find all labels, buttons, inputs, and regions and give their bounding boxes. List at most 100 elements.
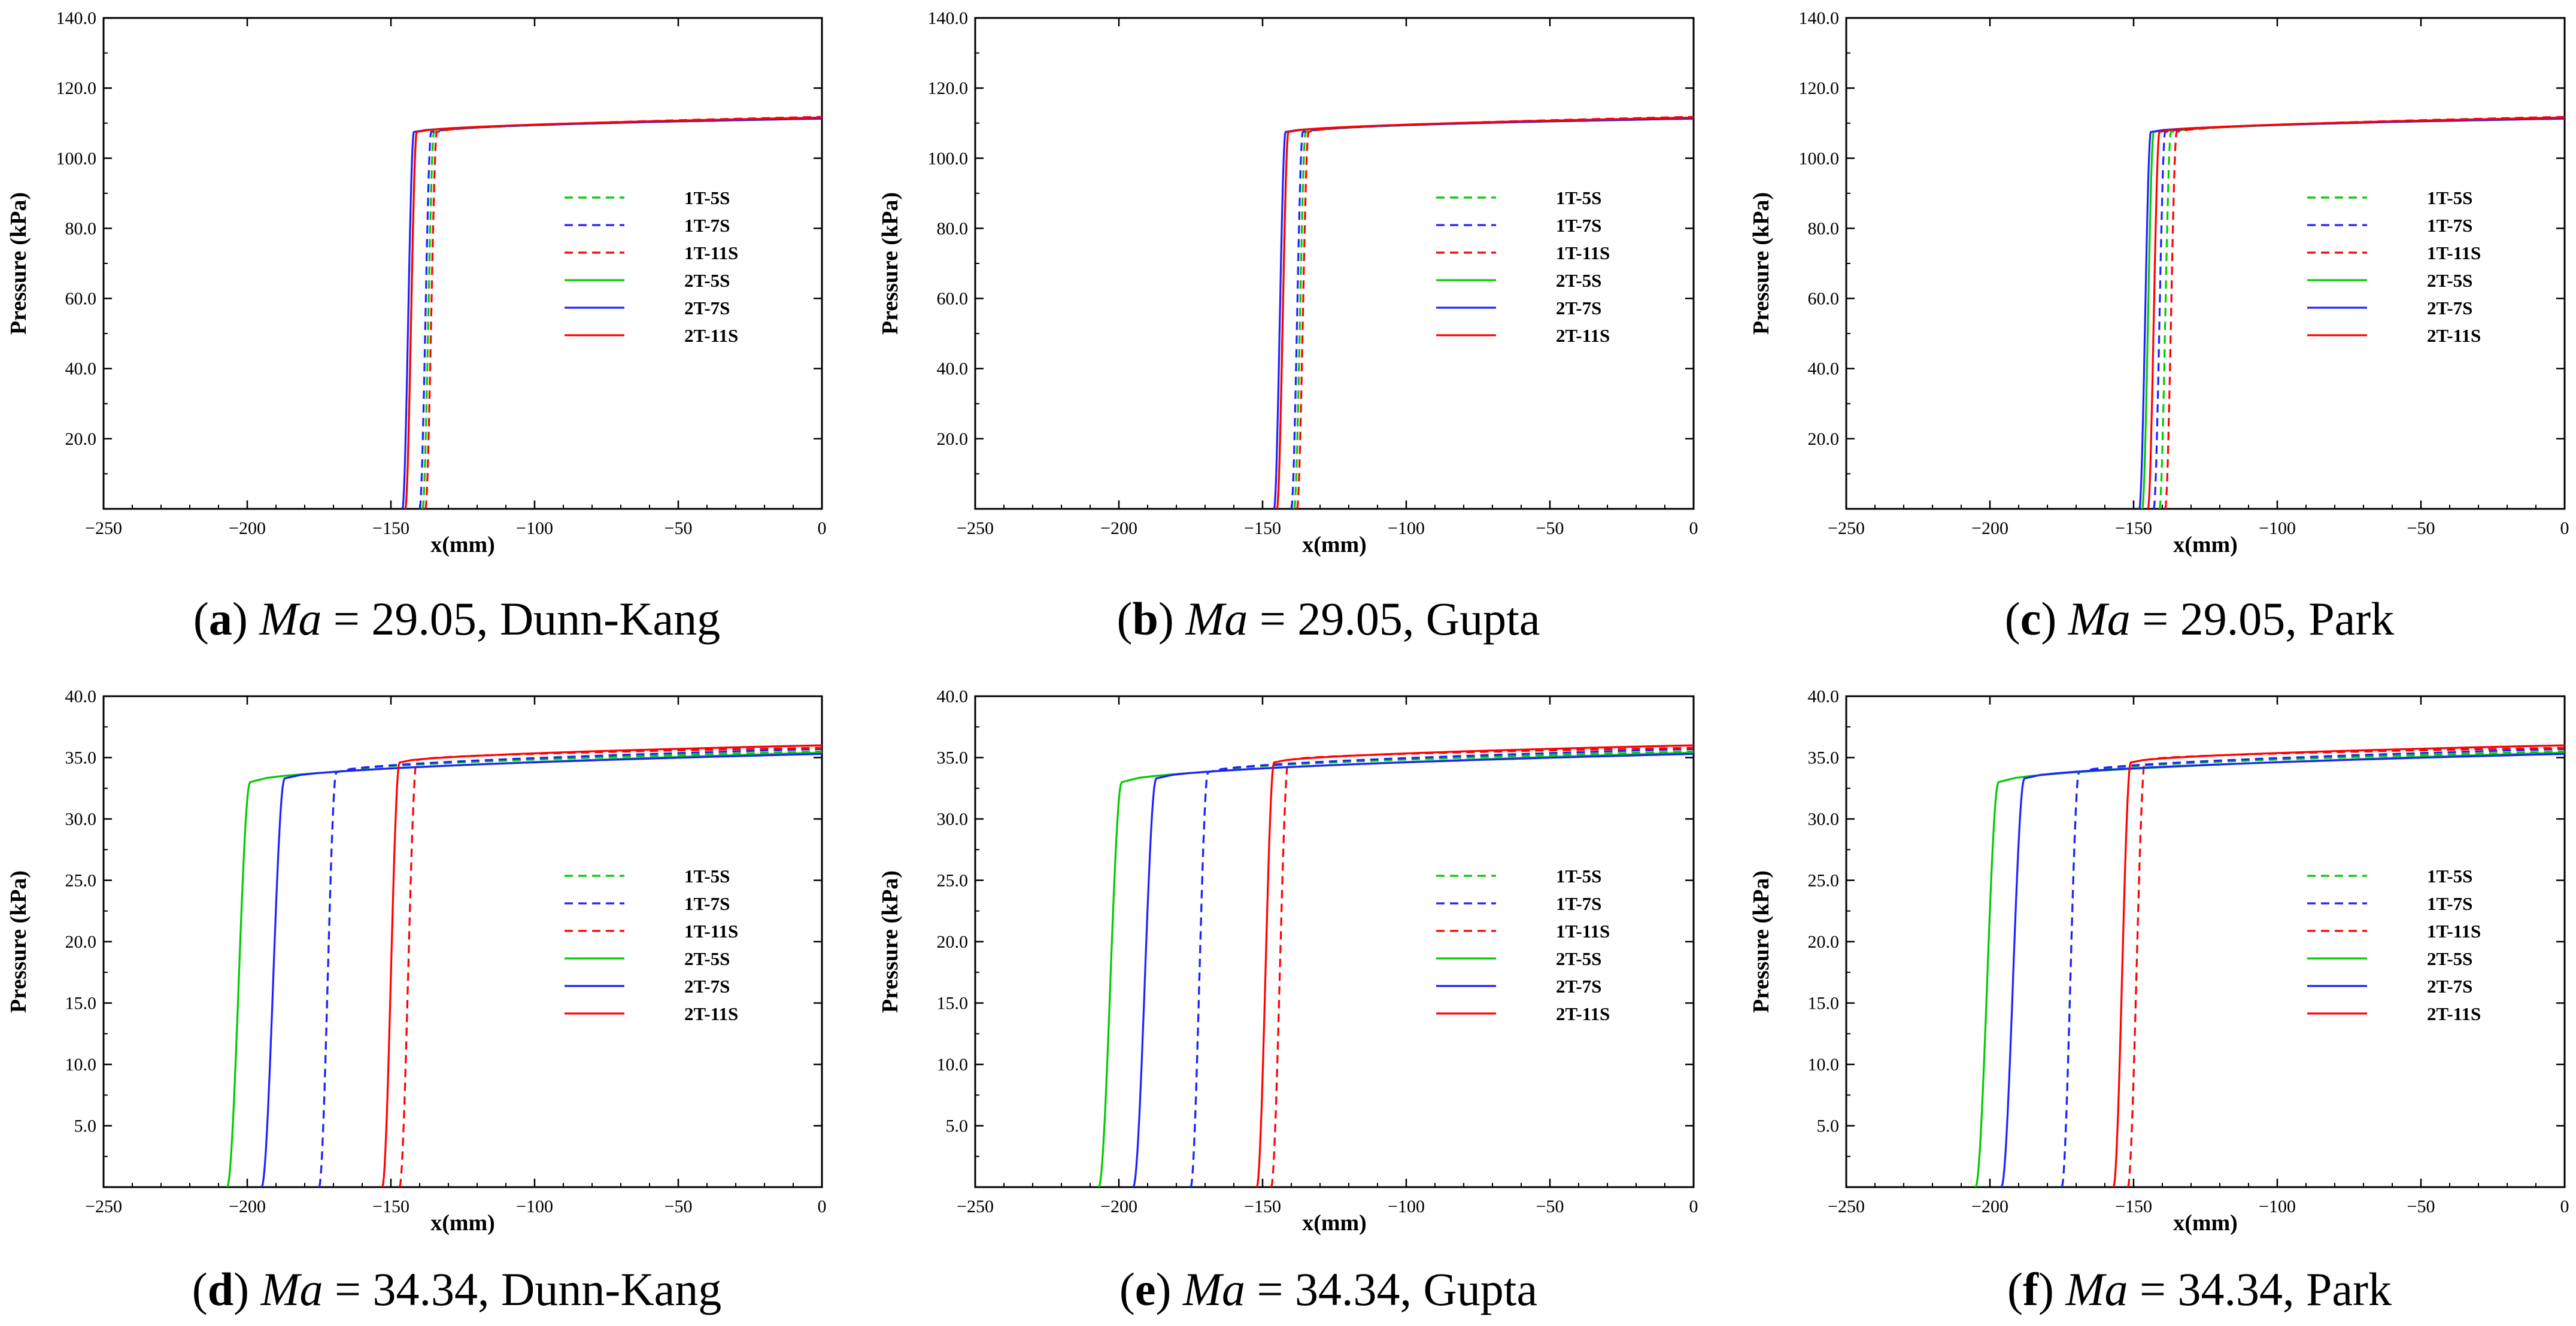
caption-paren-close: ) — [233, 1263, 260, 1315]
panel-caption: (b) Ma = 29.05, Gupta — [1117, 593, 1540, 645]
series-line-1t-7s — [318, 748, 822, 1187]
legend-label: 1T-7S — [684, 215, 730, 236]
x-axis-label: x(mm) — [2173, 1210, 2238, 1236]
y-axis-label: Pressure (kPa) — [6, 870, 31, 1013]
legend-label: 1T-7S — [2427, 215, 2472, 236]
legend-label: 1T-11S — [2427, 921, 2481, 942]
panel-caption: (e) Ma = 34.34, Gupta — [1119, 1263, 1537, 1315]
series-line-2t-7s — [2138, 117, 2565, 509]
series-line-1t-11s — [1270, 747, 1694, 1187]
x-tick-label: −50 — [1536, 1197, 1564, 1216]
series-line-1t-5s — [318, 750, 822, 1187]
y-tick-label: 30.0 — [1808, 809, 1840, 829]
y-tick-label: 5.0 — [1817, 1116, 1840, 1136]
y-tick-label: 60.0 — [937, 289, 969, 309]
x-tick-label: −250 — [1828, 1197, 1865, 1216]
legend-label: 1T-11S — [684, 242, 738, 263]
y-tick-label: 40.0 — [65, 687, 97, 706]
x-tick-label: −250 — [85, 1197, 122, 1216]
plot-frame — [974, 17, 1695, 510]
x-tick-label: −250 — [85, 518, 122, 538]
y-tick-label: 20.0 — [1808, 429, 1840, 449]
y-tick-label: 35.0 — [1808, 748, 1840, 768]
x-tick-label: −50 — [1536, 518, 1564, 538]
y-tick-label: 10.0 — [65, 1055, 97, 1075]
x-axis-label: x(mm) — [430, 532, 495, 557]
x-tick-label: −200 — [229, 1197, 266, 1216]
panel-e: −250 −200 −150 −100 −50 0 5.0 10.0 15.0 20.0 25.0 3… — [878, 687, 1698, 1315]
x-tick-label: −250 — [1828, 518, 1865, 538]
series-line-2t-11s — [2112, 744, 2565, 1187]
y-tick-label: 25.0 — [937, 871, 969, 891]
legend-label: 2T-7S — [1556, 298, 1601, 318]
caption-text: = 29.05, Dunn-Kang — [321, 593, 720, 645]
series-line-2t-11s — [1276, 116, 1694, 509]
x-tick-label: −150 — [372, 1197, 409, 1216]
y-tick-label: 120.0 — [1799, 78, 1840, 98]
series-line-2t-7s — [260, 752, 822, 1187]
series-line-2t-7s — [1273, 117, 1694, 509]
x-tick-label: −50 — [2407, 1197, 2435, 1216]
series-group — [1974, 744, 2565, 1187]
y-tick-label: 20.0 — [937, 932, 969, 952]
legend-label: 2T-7S — [684, 298, 730, 318]
series-line-1t-7s — [2061, 748, 2565, 1187]
series-line-2t-5s — [1276, 117, 1694, 509]
x-axis-label: x(mm) — [1302, 1210, 1367, 1236]
series-line-1t-5s — [1293, 117, 1694, 509]
y-tick-label: 100.0 — [928, 148, 969, 168]
y-tick-label: 80.0 — [937, 219, 969, 238]
x-tick-label: −150 — [1244, 1197, 1281, 1216]
series-line-2t-7s — [1132, 752, 1694, 1187]
x-tick-label: 0 — [1689, 518, 1698, 538]
caption-variable: Ma — [259, 593, 321, 645]
legend-label: 1T-7S — [684, 893, 730, 914]
caption-text: = 34.34, Dunn-Kang — [323, 1263, 722, 1315]
series-line-1t-7s — [1190, 748, 1694, 1187]
caption-variable: Ma — [2068, 593, 2131, 645]
caption-text: = 29.05, Park — [2131, 593, 2394, 645]
y-tick-label: 10.0 — [937, 1055, 969, 1075]
x-tick-label: −150 — [1244, 518, 1281, 538]
caption-letter: b — [1133, 593, 1158, 645]
series-line-2t-11s — [1255, 744, 1694, 1187]
panel-caption: (d) Ma = 34.34, Dunn-Kang — [192, 1263, 722, 1315]
caption-letter: f — [2023, 1263, 2039, 1315]
plot-frame — [1845, 17, 2566, 510]
series-group — [2138, 116, 2565, 509]
x-tick-label: 0 — [1689, 1197, 1698, 1216]
series-group — [1273, 116, 1694, 509]
x-tick-label: −100 — [1388, 1197, 1425, 1216]
series-line-2t-5s — [226, 751, 822, 1187]
y-tick-label: 15.0 — [65, 994, 97, 1014]
series-line-2t-5s — [2141, 117, 2565, 509]
y-tick-label: 20.0 — [1808, 932, 1840, 952]
legend-label: 2T-7S — [1556, 976, 1601, 997]
y-tick-label: 20.0 — [65, 429, 97, 449]
legend-label: 2T-5S — [684, 270, 730, 291]
series-group — [401, 116, 822, 509]
caption-paren-open: ( — [192, 1263, 208, 1315]
x-tick-label: −100 — [516, 1197, 553, 1216]
caption-paren-open: ( — [2007, 1263, 2023, 1315]
y-axis-label: Pressure (kPa) — [6, 192, 31, 335]
legend-label: 1T-7S — [2427, 893, 2472, 914]
plot-frame — [102, 695, 823, 1188]
plot-frame — [1845, 695, 2566, 1188]
y-tick-label: 100.0 — [1799, 148, 1840, 168]
caption-letter: e — [1135, 1263, 1156, 1315]
series-line-2t-7s — [2000, 752, 2565, 1187]
legend-label: 1T-11S — [684, 921, 738, 942]
caption-paren-close: ) — [1158, 593, 1185, 645]
panel-b: −250 −200 −150 −100 −50 0 20.0 40.0 60.0 80.0 100.… — [878, 8, 1698, 645]
y-tick-label: 15.0 — [1808, 994, 1840, 1014]
y-tick-label: 35.0 — [937, 748, 969, 768]
y-axis-label: Pressure (kPa) — [878, 192, 903, 335]
caption-paren-open: ( — [1119, 1263, 1135, 1315]
series-line-2t-7s — [401, 117, 822, 509]
panel-d: −250 −200 −150 −100 −50 0 5.0 10.0 15.0 20.0 25.0 3… — [6, 687, 827, 1315]
legend-label: 1T-5S — [1556, 866, 1601, 887]
y-tick-label: 140.0 — [56, 8, 97, 28]
series-group — [226, 744, 822, 1187]
x-tick-label: −250 — [957, 518, 994, 538]
